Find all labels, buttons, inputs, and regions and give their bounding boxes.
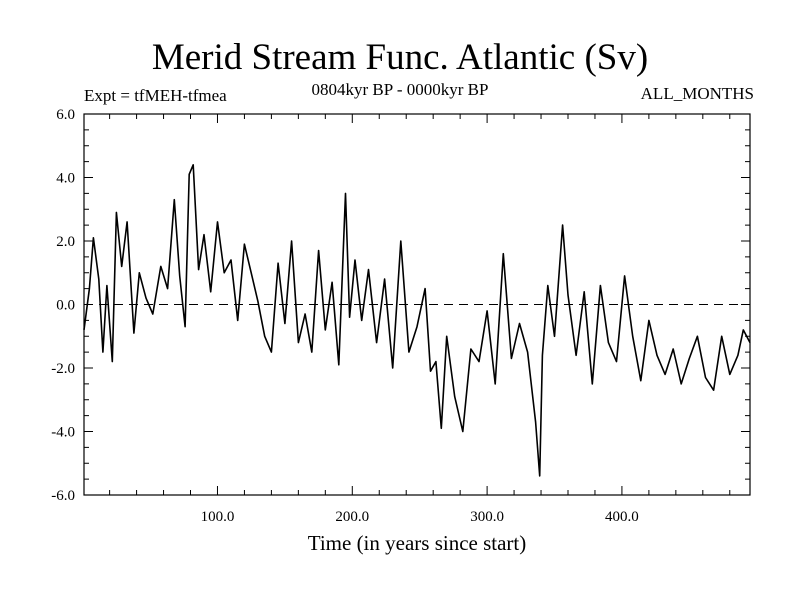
x-tick-label: 100.0: [201, 509, 235, 525]
x-tick-label: 200.0: [335, 509, 369, 525]
y-tick-label: 6.0: [56, 107, 75, 123]
experiment-label: Expt = tfMEH-tfmea: [84, 86, 227, 105]
chart-title: Merid Stream Func. Atlantic (Sv): [151, 37, 649, 78]
series-line: [83, 164, 751, 477]
months-label: ALL_MONTHS: [640, 84, 754, 103]
y-tick-label: -6.0: [51, 488, 75, 504]
y-tick-label: 2.0: [56, 234, 75, 250]
x-axis-label: Time (in years since start): [308, 531, 527, 555]
period-label: 0804kyr BP - 0000kyr BP: [311, 80, 489, 99]
y-tick-label: 0.0: [56, 298, 75, 314]
y-tick-label: 4.0: [56, 171, 75, 187]
y-tick-label: -4.0: [51, 425, 75, 441]
x-tick-label: 300.0: [470, 509, 504, 525]
x-tick-label: 400.0: [605, 509, 639, 525]
y-tick-label: -2.0: [51, 361, 75, 377]
axis-ticks: [84, 113, 750, 496]
axis-tick-labels: 100.0 200.0 300.0 400.0 -6.0 -4.0 -2.0 0.0 2.0 4.…: [51, 107, 639, 525]
